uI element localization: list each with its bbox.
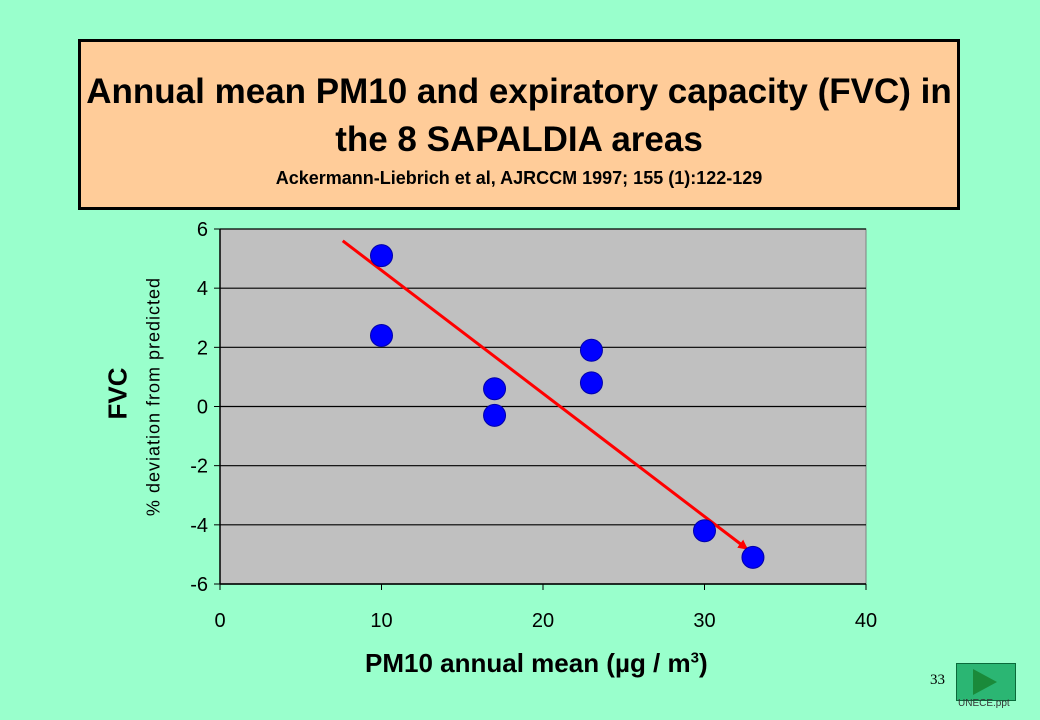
citation: Ackermann-Liebrich et al, AJRCCM 1997; 1… (275, 168, 763, 188)
data-point (483, 403, 507, 427)
footer-filename: UNECE.ppt (958, 698, 1010, 709)
data-point (370, 324, 393, 347)
y-tick-label: 4 (197, 278, 208, 300)
data-point (693, 519, 716, 543)
y-tick-label: -6 (190, 574, 208, 596)
x-axis-label: PM10 annual mean (µg / m3) (365, 648, 708, 679)
x-tick-label: 10 (370, 610, 392, 632)
data-point (370, 244, 393, 268)
x-axis-label-sup: 3 (690, 649, 699, 667)
x-tick-label: 20 (532, 610, 554, 632)
data-point (579, 338, 603, 362)
x-axis-label-text: PM10 annual mean ( (365, 648, 615, 678)
next-arrow-icon (973, 669, 997, 695)
data-point (483, 377, 507, 401)
data-point (579, 371, 603, 395)
x-tick-label: 0 (214, 610, 225, 632)
y-axis-title: FVC (102, 367, 133, 420)
y-tick-label: 6 (197, 219, 208, 241)
x-axis-label-close: ) (698, 648, 708, 678)
slide-number: 33 (930, 672, 945, 688)
x-tick-label: 30 (693, 610, 715, 632)
x-tick-label: 40 (855, 610, 877, 632)
next-slide-button[interactable] (956, 663, 1016, 701)
chart-title: Annual mean PM10 and expiratory capacity… (86, 72, 952, 159)
y-axis-label: % deviation from predicted (143, 276, 164, 517)
data-point (741, 545, 765, 569)
x-axis-label-unit: µg / m (614, 648, 691, 678)
title-box: Annual mean PM10 and expiratory capacity… (78, 39, 960, 210)
trend-arrow (341, 239, 749, 550)
y-tick-label: -4 (190, 515, 208, 537)
y-tick-label: 0 (197, 397, 208, 419)
y-tick-label: -2 (190, 456, 208, 478)
y-tick-label: 2 (197, 337, 208, 359)
